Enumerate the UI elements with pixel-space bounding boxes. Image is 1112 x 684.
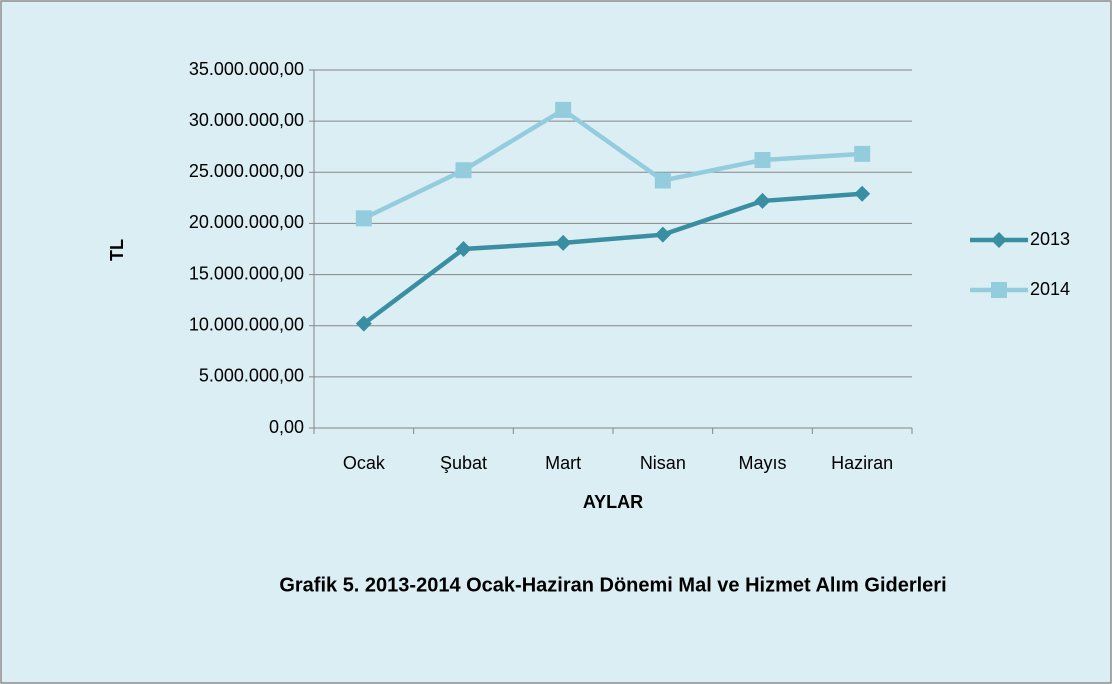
y-tick-label: 30.000.000,00 bbox=[189, 110, 304, 130]
x-axis-label: AYLAR bbox=[583, 492, 643, 512]
x-tick-label: Haziran bbox=[831, 453, 893, 473]
marker bbox=[654, 172, 671, 189]
chart-title: Grafik 5. 2013-2014 Ocak-Haziran Dönemi … bbox=[279, 574, 946, 596]
x-tick-label: Nisan bbox=[640, 453, 686, 473]
legend-label: 2013 bbox=[1030, 229, 1070, 249]
marker bbox=[355, 210, 372, 227]
marker bbox=[555, 234, 572, 251]
marker bbox=[754, 192, 771, 209]
y-axis-label: TL bbox=[107, 239, 127, 261]
y-tick-label: 25.000.000,00 bbox=[189, 161, 304, 181]
marker bbox=[991, 282, 1007, 298]
marker bbox=[654, 226, 671, 243]
x-tick-label: Şubat bbox=[440, 453, 487, 473]
legend-label: 2014 bbox=[1030, 279, 1070, 299]
x-tick-label: Mart bbox=[545, 453, 581, 473]
series-line bbox=[362, 107, 863, 221]
marker bbox=[455, 241, 472, 257]
marker bbox=[854, 145, 871, 162]
series-line bbox=[362, 191, 863, 326]
marker bbox=[991, 232, 1007, 248]
y-tick-label: 10.000.000,00 bbox=[189, 314, 304, 334]
y-tick-label: 35.000.000,00 bbox=[189, 59, 304, 79]
y-tick-label: 20.000.000,00 bbox=[189, 212, 304, 232]
marker bbox=[355, 315, 372, 332]
x-tick-label: Mayıs bbox=[738, 453, 786, 473]
marker bbox=[754, 152, 771, 169]
marker bbox=[555, 101, 572, 118]
y-tick-label: 15.000.000,00 bbox=[189, 263, 304, 283]
marker bbox=[854, 185, 871, 202]
x-tick-label: Ocak bbox=[343, 453, 386, 473]
y-tick-label: 5.000.000,00 bbox=[199, 366, 304, 386]
y-tick-label: 0,00 bbox=[269, 417, 304, 437]
marker bbox=[455, 162, 472, 179]
